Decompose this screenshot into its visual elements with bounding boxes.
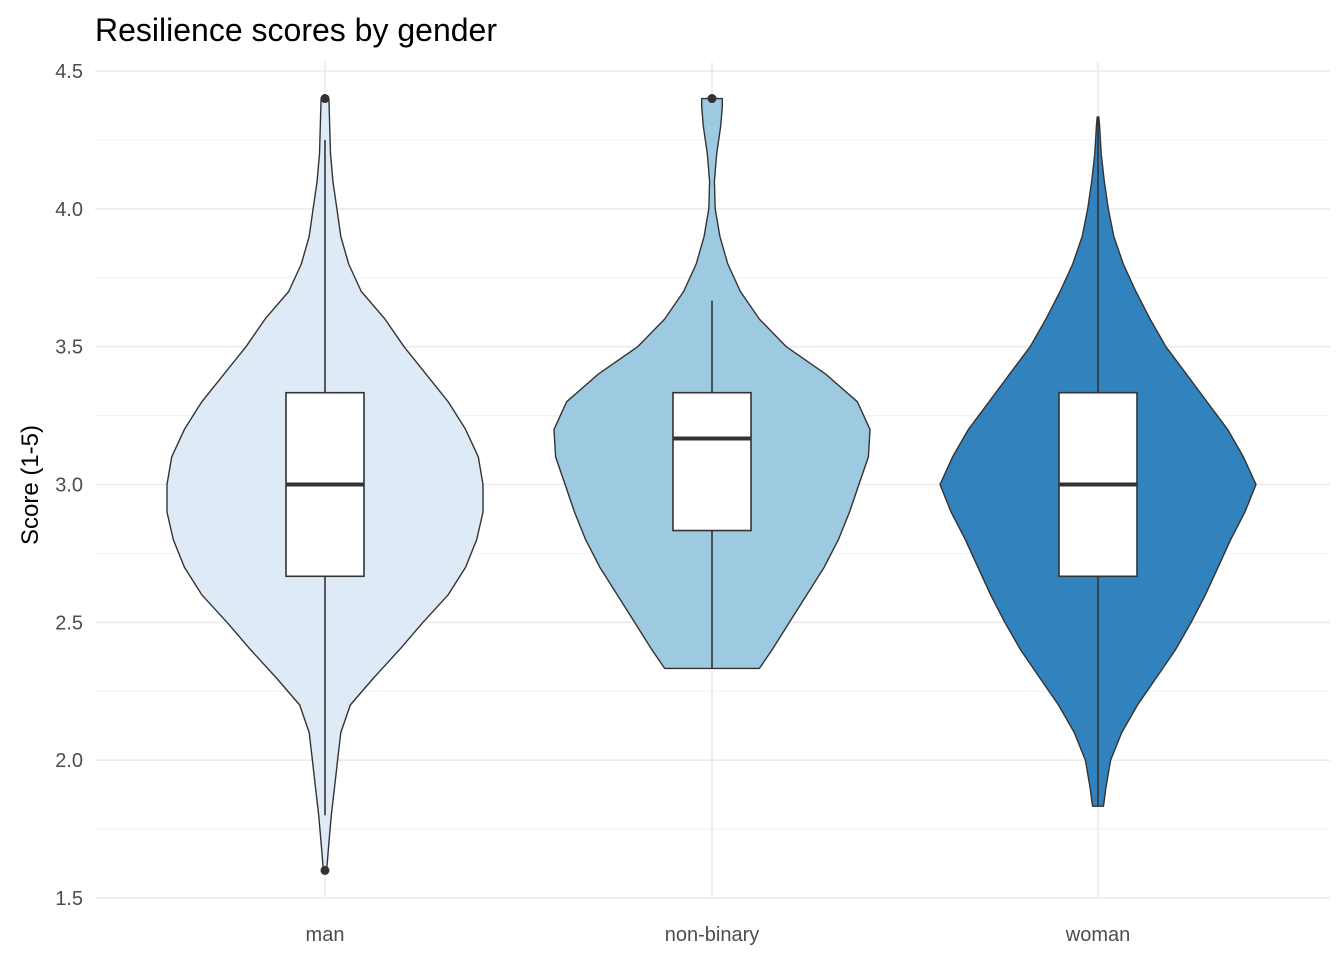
y-axis-title: Score (1-5) <box>17 425 44 545</box>
y-tick-label: 3.5 <box>55 337 83 359</box>
y-tick-label: 3.0 <box>55 474 83 496</box>
violin-group-woman <box>939 116 1257 807</box>
y-tick-label: 1.5 <box>55 888 83 910</box>
y-tick-label: 4.5 <box>55 61 83 83</box>
y-tick-label: 2.5 <box>55 612 83 634</box>
box-iqr <box>672 391 752 532</box>
outlier-point <box>707 94 717 104</box>
x-tick-label: non-binary <box>665 924 760 946</box>
violin-group-nonbinary <box>553 94 871 670</box>
x-tick-label: man <box>306 924 345 946</box>
outlier-point <box>320 94 330 104</box>
y-tick-label: 2.0 <box>55 750 83 772</box>
x-tick-label: woman <box>1065 924 1130 946</box>
y-tick-label: 4.0 <box>55 199 83 221</box>
chart-title: Resilience scores by gender <box>95 12 497 48</box>
axes: 1.5 2.0 2.5 3.0 3.5 4.0 4.5 man non-binary woman <box>55 61 1130 946</box>
violins <box>166 94 1257 875</box>
violin-group-man <box>166 94 484 875</box>
outlier-point <box>320 865 330 875</box>
